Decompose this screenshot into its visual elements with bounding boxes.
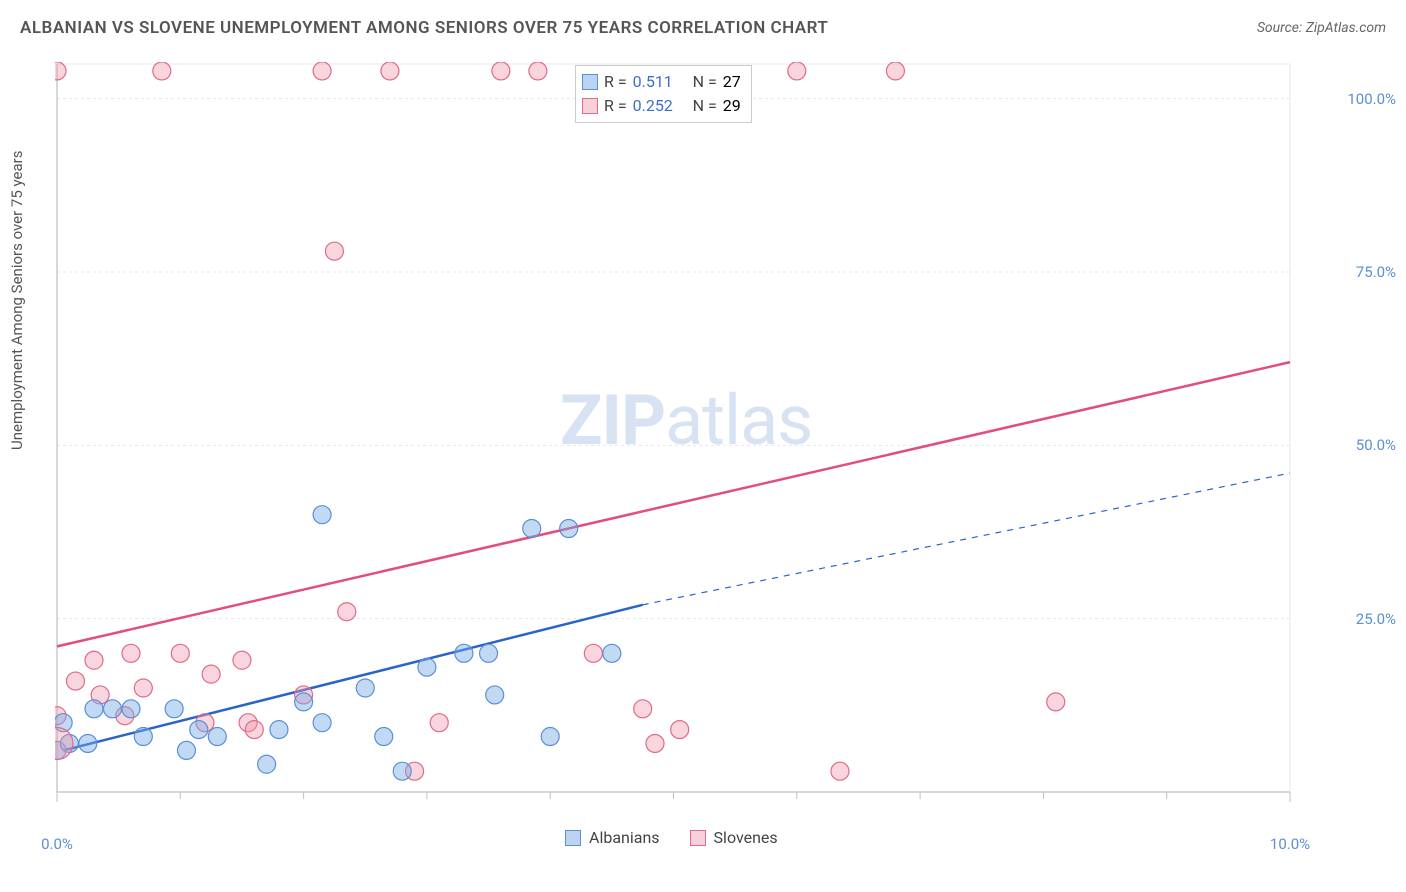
swatch-pink <box>690 830 706 846</box>
y-tick-label: 25.0% <box>1356 610 1396 628</box>
y-tick-label: 75.0% <box>1356 263 1396 281</box>
legend: Albanians Slovenes <box>565 828 778 847</box>
x-tick-label: 0.0% <box>41 835 73 853</box>
plot-area <box>55 62 1350 822</box>
r-label: R = <box>604 94 627 118</box>
stats-row: R = 0.511N = 27 <box>582 70 741 94</box>
y-tick-label: 50.0% <box>1356 436 1396 454</box>
chart-title: ALBANIAN VS SLOVENE UNEMPLOYMENT AMONG S… <box>20 18 828 38</box>
header-row: ALBANIAN VS SLOVENE UNEMPLOYMENT AMONG S… <box>20 18 1386 38</box>
swatch-blue <box>565 830 581 846</box>
source-label: Source: ZipAtlas.com <box>1257 20 1386 36</box>
legend-item: Slovenes <box>690 828 778 847</box>
y-axis-label: Unemployment Among Seniors over 75 years <box>8 151 26 450</box>
legend-label: Albanians <box>589 828 660 847</box>
x-tick-label: 10.0% <box>1270 835 1310 853</box>
swatch-blue <box>582 74 598 90</box>
n-value: 27 <box>723 70 741 94</box>
n-label: N = <box>693 94 717 118</box>
stats-box: R = 0.511N = 27R = 0.252N = 29 <box>575 65 752 123</box>
r-value: 0.511 <box>633 70 687 94</box>
n-label: N = <box>693 70 717 94</box>
y-tick-label: 100.0% <box>1347 90 1396 108</box>
scatter-chart <box>55 62 1350 822</box>
swatch-pink <box>582 98 598 114</box>
stats-row: R = 0.252N = 29 <box>582 94 741 118</box>
legend-label: Slovenes <box>714 828 778 847</box>
r-value: 0.252 <box>633 94 687 118</box>
n-value: 29 <box>723 94 741 118</box>
r-label: R = <box>604 70 627 94</box>
legend-item: Albanians <box>565 828 660 847</box>
